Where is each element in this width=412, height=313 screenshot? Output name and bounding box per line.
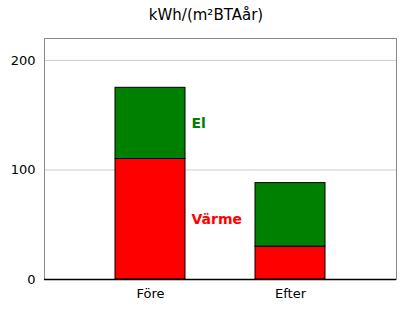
svg-text:Värme: Värme: [192, 211, 243, 227]
html-text:kWh/(m²BTAår): kWh/(m²BTAår): [148, 6, 264, 24]
svg-text:Före: Före: [136, 286, 164, 301]
svg-text:El: El: [192, 115, 206, 131]
svg-text:200: 200: [11, 53, 36, 68]
svg-text:100: 100: [11, 162, 36, 177]
svg-text:0: 0: [27, 272, 35, 287]
svg-text:Efter: Efter: [275, 286, 307, 301]
